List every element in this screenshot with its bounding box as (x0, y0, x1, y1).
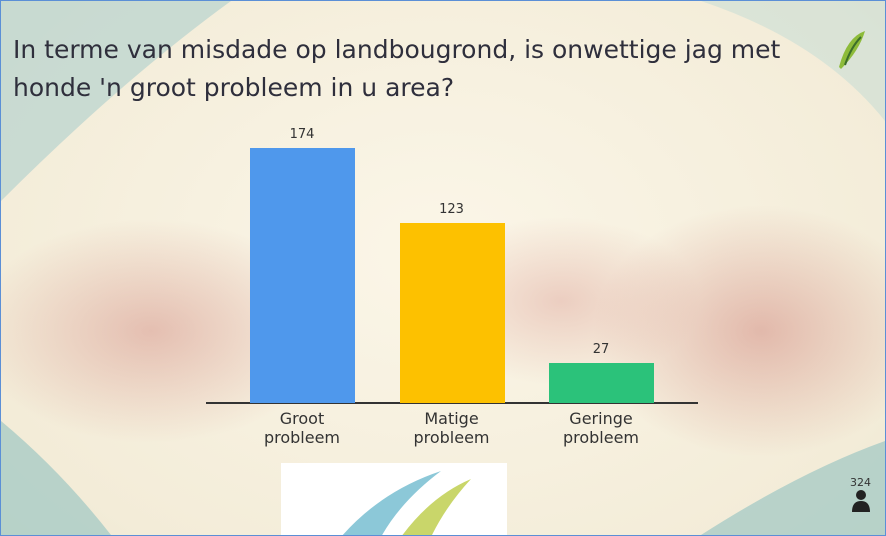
question-title: In terme van misdade op landbougrond, is… (13, 35, 781, 102)
baseline (206, 402, 698, 404)
participant-number: 324 (850, 476, 871, 489)
value-label: 123 (439, 201, 464, 217)
bar (549, 363, 654, 403)
participant-count: 324 (850, 476, 871, 516)
category-label: Matige probleem (413, 409, 490, 447)
category-label: Groot probleem (263, 409, 341, 447)
logo (839, 31, 865, 69)
category-label: Geringe probleem (562, 409, 640, 447)
participant-icon (851, 490, 870, 512)
bar (399, 222, 505, 403)
value-label: 27 (592, 342, 610, 358)
bar (250, 148, 355, 403)
value-label: 174 (289, 127, 315, 142)
